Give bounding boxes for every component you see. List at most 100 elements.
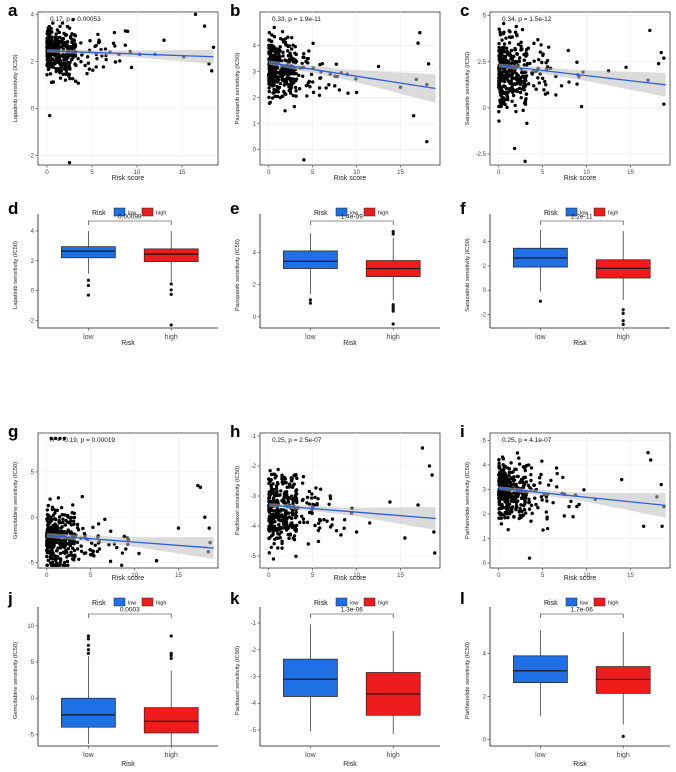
data-point [518,56,522,60]
data-point [91,525,95,530]
data-point [513,467,517,471]
data-point [295,476,299,481]
data-point [534,502,538,507]
legend-title: Risk [92,600,106,607]
data-point [318,487,323,491]
data-point [272,496,276,500]
data-point [62,53,67,58]
data-point [79,549,84,554]
data-point [45,44,50,49]
data-point [76,56,80,61]
x-tick-label: 0 [267,573,271,579]
outlier-point [391,309,395,313]
data-point [501,457,506,461]
data-point [46,503,50,508]
data-point [129,65,134,70]
data-point [318,62,322,67]
data-point [57,529,61,534]
box-body [595,259,651,279]
data-point [51,560,55,565]
data-point [289,85,294,90]
data-point [295,492,299,496]
data-point [55,508,60,513]
data-point [327,83,331,87]
y-tick-label: -4 [251,701,257,707]
data-point [538,50,543,54]
outlier-point [621,311,625,315]
points [45,436,212,567]
box-high [365,230,421,326]
data-point [505,52,510,57]
x-axis-label: Risk score [334,175,367,182]
data-point [305,520,310,525]
data-point [505,501,509,506]
data-point [497,119,501,123]
data-point [203,515,207,519]
data-point [551,500,555,505]
data-point [280,477,284,481]
data-point [123,43,128,47]
data-point [280,29,285,34]
box-high [143,230,199,327]
data-point [72,548,77,553]
data-point [354,530,359,534]
data-point [67,160,72,165]
data-point [69,36,73,40]
data-point [388,500,392,504]
x-axis-label: Risk score [112,575,145,582]
box-body [283,658,338,697]
data-point [58,558,63,563]
data-point [59,526,63,530]
legend-swatch-high [593,207,606,217]
data-point [274,486,279,491]
x-tick-label: 15 [175,573,182,579]
data-point [327,502,331,506]
data-point [310,80,315,84]
data-point [112,30,117,35]
data-point [526,463,531,467]
panel-b: b 0.33, p = 1.9e-11 0 5 10 15 0 1 2 3 4 Risk score P… [230,1,441,182]
data-point [283,513,288,517]
data-point [49,556,53,561]
data-point [125,29,130,34]
data-point [294,94,298,98]
panel-c: c 0.34, p = 1.5e-12 0 5 10 15 -2.5 0 2.5 5 Risk sc… [460,1,671,182]
data-point [286,499,290,504]
data-point [318,76,323,80]
data-point [282,475,287,480]
data-point [648,28,652,33]
data-point [268,82,272,86]
data-point [328,525,333,529]
x-tick-label: low [535,334,546,341]
y-tick-label: 3 [253,70,257,76]
data-point [509,476,514,480]
data-point [510,72,515,77]
data-point [268,100,273,105]
data-point [75,526,80,530]
data-point [272,73,277,77]
data-point [497,465,501,470]
data-point [562,514,566,518]
data-point [317,521,321,525]
x-tick-label: 15 [397,573,404,579]
data-point [277,48,282,53]
data-point [278,45,282,49]
data-point [555,485,559,489]
data-point [49,538,53,542]
data-point [287,83,291,87]
data-point [272,472,277,476]
data-point [58,521,62,525]
y-tick-label: 1 [483,537,487,543]
data-point [288,91,293,95]
x-axis-label: Risk [121,761,135,768]
data-point [267,86,271,90]
data-point [523,502,527,506]
x-tick-label: high [387,752,400,759]
data-point [305,495,310,500]
data-point [549,478,553,483]
data-point [48,44,53,49]
data-point [301,475,306,479]
data-point [81,526,85,531]
